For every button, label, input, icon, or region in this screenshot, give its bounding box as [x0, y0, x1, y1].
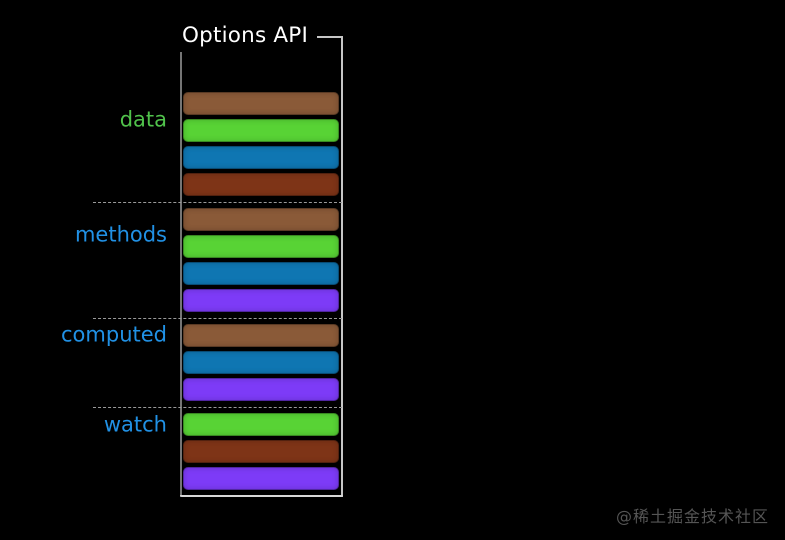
code-fragment-bar-brown — [183, 324, 339, 347]
section-label-methods: methods — [74, 222, 167, 247]
section-divider — [93, 202, 342, 203]
section-label-data: data — [119, 107, 167, 132]
section-divider — [93, 407, 342, 408]
container-left-border — [180, 52, 182, 497]
container-bottom-border — [180, 495, 343, 497]
code-fragment-bar-purple — [183, 467, 339, 490]
section-label-watch: watch — [103, 412, 167, 437]
code-fragment-bar-purple — [183, 289, 339, 312]
code-fragment-bar-blue — [183, 351, 339, 374]
code-fragment-bar-blue — [183, 146, 339, 169]
code-fragment-bar-green — [183, 119, 339, 142]
code-fragment-bar-blue — [183, 262, 339, 285]
section-divider — [93, 318, 342, 319]
code-fragment-bar-green — [183, 235, 339, 258]
code-fragment-bar-darkred — [183, 173, 339, 196]
page-title: Options API — [182, 23, 309, 48]
title-connector-line — [317, 36, 343, 38]
container-right-border — [341, 36, 343, 497]
code-fragment-bar-brown — [183, 92, 339, 115]
watermark: @稀土掘金技术社区 — [615, 507, 769, 526]
section-label-computed: computed — [61, 322, 167, 347]
code-fragment-bar-brown — [183, 208, 339, 231]
code-fragment-bar-darkred — [183, 440, 339, 463]
code-fragment-bar-purple — [183, 378, 339, 401]
code-fragment-bar-green — [183, 413, 339, 436]
